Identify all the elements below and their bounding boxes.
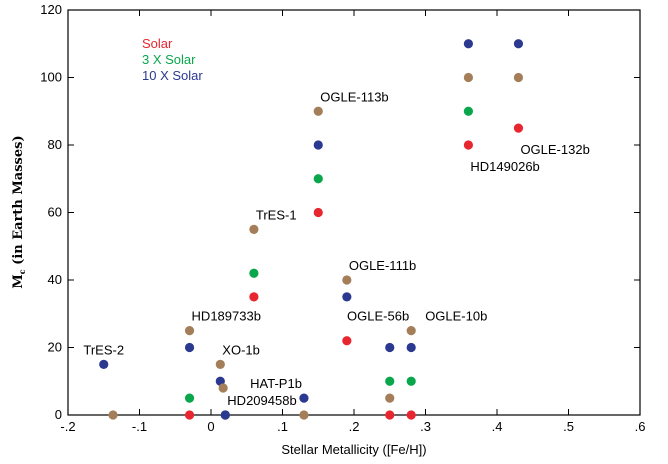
point-annotation: HD149026b bbox=[470, 159, 539, 174]
legend-entry: Solar bbox=[142, 36, 173, 51]
point-annotation: OGLE-56b bbox=[347, 309, 409, 324]
x-tick-label: .6 bbox=[635, 419, 646, 434]
data-point bbox=[463, 72, 473, 83]
x-tick-label: .1 bbox=[277, 419, 288, 434]
y-axis-title-main: M bbox=[11, 274, 26, 288]
x-tick-label: 0 bbox=[207, 419, 214, 434]
data-point bbox=[184, 342, 195, 353]
x-tick-label: .5 bbox=[563, 419, 574, 434]
data-point bbox=[406, 376, 416, 386]
data-point bbox=[220, 410, 230, 420]
data-point bbox=[513, 39, 524, 49]
data-point bbox=[184, 326, 195, 336]
data-point bbox=[249, 224, 259, 234]
point-annotation: OGLE-111b bbox=[349, 258, 416, 273]
data-point bbox=[385, 342, 395, 353]
data-point bbox=[249, 268, 259, 278]
data-point bbox=[385, 393, 395, 403]
x-tick-label: .2 bbox=[349, 419, 360, 434]
point-annotations: TrES-2 HD189733b XO-1b HD209458b TrES-1 OGLE-… bbox=[83, 89, 589, 408]
data-point bbox=[513, 72, 524, 83]
point-annotation: OGLE-10b bbox=[425, 309, 487, 324]
y-tick-label: 40 bbox=[48, 272, 62, 287]
x-axis-title: Stellar Metallicity ([Fe/H]) bbox=[281, 442, 426, 457]
y-tick-label: 0 bbox=[55, 407, 62, 422]
y-tick-label: 80 bbox=[48, 137, 62, 152]
x-tick-label: -.1 bbox=[132, 419, 147, 434]
data-point bbox=[342, 275, 352, 285]
data-point bbox=[299, 393, 309, 403]
data-point bbox=[406, 326, 416, 336]
point-annotation: TrES-2 bbox=[83, 342, 124, 357]
y-axis-title-sub: c bbox=[17, 269, 27, 274]
data-point bbox=[313, 174, 323, 184]
point-annotation: HD189733b bbox=[192, 309, 261, 324]
point-annotation: XO-1b bbox=[222, 342, 260, 357]
data-point bbox=[99, 359, 109, 369]
y-tick-label: 20 bbox=[48, 340, 62, 355]
data-point bbox=[313, 207, 323, 218]
data-point bbox=[342, 292, 352, 302]
data-point bbox=[215, 359, 225, 369]
data-point bbox=[184, 393, 195, 403]
data-point bbox=[299, 410, 309, 420]
data-point bbox=[342, 336, 352, 346]
point-annotation: TrES-1 bbox=[256, 207, 297, 222]
y-axis-title: Mc (in Earth Masses) bbox=[11, 135, 27, 288]
x-tick-label: -.2 bbox=[60, 419, 75, 434]
data-point bbox=[108, 410, 118, 420]
data-point bbox=[249, 292, 259, 302]
data-point bbox=[218, 383, 228, 393]
x-tick-label: .4 bbox=[492, 419, 503, 434]
data-point bbox=[406, 410, 416, 420]
x-axis: -.2 -.1 0 .1 .2 .3 .4 .5 .6 bbox=[60, 10, 645, 434]
point-annotation: HAT-P1b bbox=[250, 376, 302, 391]
data-point bbox=[406, 342, 416, 353]
data-point bbox=[513, 123, 524, 133]
data-point bbox=[463, 106, 473, 116]
y-axis-title-rest: (in Earth Masses) bbox=[11, 135, 26, 269]
data-point bbox=[463, 140, 473, 150]
y-tick-label: 120 bbox=[40, 2, 62, 17]
point-annotation: OGLE-132b bbox=[520, 142, 589, 157]
data-point bbox=[313, 106, 323, 116]
data-point bbox=[184, 410, 195, 420]
point-annotation: OGLE-113b bbox=[320, 89, 388, 104]
legend-entry: 10 X Solar bbox=[142, 68, 203, 83]
data-point bbox=[385, 410, 395, 420]
data-point bbox=[385, 376, 395, 386]
y-tick-label: 60 bbox=[48, 205, 62, 220]
point-annotation: HD209458b bbox=[227, 393, 296, 408]
data-point bbox=[463, 39, 473, 49]
data-point bbox=[313, 140, 323, 150]
y-axis: 0 20 40 60 80 100 120 bbox=[40, 2, 640, 422]
x-tick-label: .3 bbox=[420, 419, 431, 434]
legend-entry: 3 X Solar bbox=[142, 52, 196, 67]
y-tick-label: 100 bbox=[40, 70, 62, 85]
data-points bbox=[99, 39, 524, 420]
